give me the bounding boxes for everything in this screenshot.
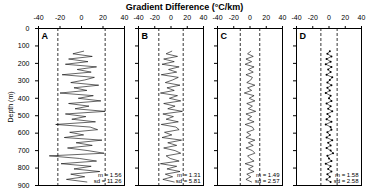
svg-text:100: 100	[18, 42, 30, 49]
svg-text:20: 20	[262, 14, 270, 21]
svg-text:B: B	[142, 31, 149, 41]
svg-text:Depth (m): Depth (m)	[7, 91, 15, 122]
svg-text:m = 1.56sd = 11.26: m = 1.56sd = 11.26	[94, 172, 122, 184]
svg-text:D: D	[300, 31, 307, 41]
svg-text:-40: -40	[291, 14, 301, 21]
svg-text:500: 500	[18, 112, 30, 119]
svg-text:0: 0	[248, 14, 252, 21]
svg-text:20: 20	[183, 14, 191, 21]
svg-text:20: 20	[99, 14, 107, 21]
svg-text:0: 0	[80, 14, 84, 21]
svg-text:0: 0	[26, 25, 30, 32]
svg-text:0: 0	[327, 14, 331, 21]
svg-text:600: 600	[18, 129, 30, 136]
svg-text:300: 300	[18, 77, 30, 84]
svg-text:-40: -40	[133, 14, 143, 21]
svg-text:400: 400	[18, 95, 30, 102]
svg-text:700: 700	[18, 147, 30, 154]
svg-text:800: 800	[18, 164, 30, 171]
svg-text:40: 40	[200, 14, 208, 21]
svg-text:-20: -20	[55, 14, 65, 21]
svg-text:A: A	[42, 31, 49, 41]
svg-text:900: 900	[18, 182, 30, 189]
svg-text:-20: -20	[150, 14, 160, 21]
svg-text:-20: -20	[308, 14, 318, 21]
svg-text:40: 40	[358, 14, 366, 21]
svg-text:40: 40	[121, 14, 129, 21]
svg-text:-40: -40	[212, 14, 222, 21]
svg-text:m = 1.31sd = 5.81: m = 1.31sd = 5.81	[176, 172, 202, 184]
svg-text:200: 200	[18, 60, 30, 67]
svg-text:40: 40	[279, 14, 287, 21]
svg-text:0: 0	[169, 14, 173, 21]
svg-text:-40: -40	[33, 14, 43, 21]
svg-text:-20: -20	[229, 14, 239, 21]
svg-text:C: C	[221, 31, 228, 41]
html-text:Gradient Difference (°C/km): Gradient Difference (°C/km)	[125, 2, 244, 12]
svg-text:m = 1.49sd = 2.57: m = 1.49sd = 2.57	[255, 172, 281, 184]
svg-text:20: 20	[341, 14, 349, 21]
svg-text:m = 1.58sd = 2.58: m = 1.58sd = 2.58	[334, 172, 360, 184]
